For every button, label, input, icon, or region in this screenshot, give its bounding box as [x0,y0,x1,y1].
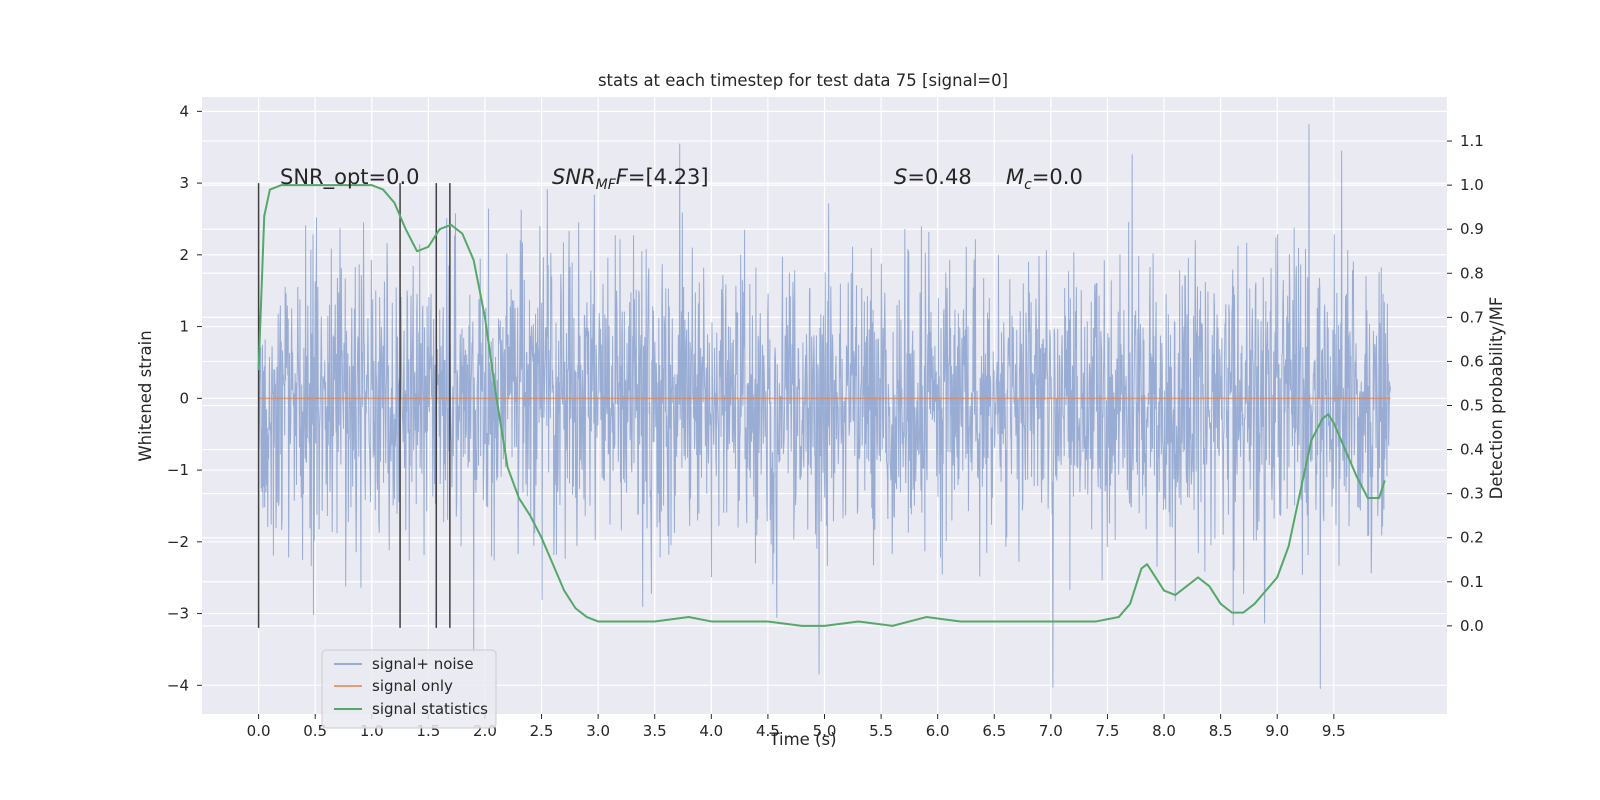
x-tick-label: 4.5 [756,722,780,740]
annotation-mc: Mc=0.0 [1006,165,1083,193]
x-axis-ticks: 0.0 0.5 1.0 1.5 2.0 2.5 3.0 3.5 4.0 4.5 5.0 5.5 6.0 6… [247,714,1346,740]
x-tick-label: 2.5 [530,722,554,740]
y2-tick-label: 0.3 [1460,485,1484,503]
x-tick-label: 0.0 [247,722,271,740]
annotation-mc-subscript: c [1024,177,1032,193]
x-tick-label: 6.5 [982,722,1006,740]
series-signal-statistics [257,184,1386,627]
y-tick-label: −3 [167,605,189,623]
y-tick-label: −1 [167,461,189,479]
y2-tick-label: 0.2 [1460,529,1484,547]
y2-tick-label: 0.1 [1460,573,1484,591]
annotation-s-value: =0.48 [907,165,971,189]
y2-axis-ticks: 0.0 0.1 0.2 0.3 0.4 0.5 0.6 0.7 0.8 0.9 1.0 1.1 [1447,132,1484,635]
annotation-s-symbol: S [894,165,907,189]
x-tick-label: 5.5 [869,722,893,740]
annotation-mc-symbol: M [1006,165,1024,189]
annotation-snr-mf-f: F [616,165,629,189]
legend: signal+ noise signal only signal statist… [321,649,497,729]
x-tick-label: 3.5 [643,722,667,740]
x-axis-label: Time (s) [768,730,836,749]
x-tick-label: 6.0 [926,722,950,740]
legend-label-signal-noise: signal+ noise [372,655,474,673]
y-tick-label: 4 [179,102,189,120]
y-tick-label: 0 [179,389,189,407]
x-tick-label: 8.0 [1152,722,1176,740]
annotation-snr-mf: SNRMFF=[4.23] [552,165,709,193]
y-axis-label: Whitened strain [136,330,155,461]
annotation-mc-value: =0.0 [1032,165,1083,189]
signal-noise-trace [258,124,1391,689]
annotation-snr-mf-value: =[4.23] [628,165,709,189]
legend-label-signal-only: signal only [372,677,453,695]
series-signal-noise [258,124,1391,689]
annotation-s: S=0.48 [894,165,972,189]
x-tick-label: 4.0 [699,722,723,740]
vertical-markers [257,183,451,628]
y2-tick-label: 0.6 [1460,352,1484,370]
x-tick-label: 5.0 [813,722,837,740]
y2-tick-label: 0.5 [1460,397,1484,415]
y-tick-label: 3 [179,174,189,192]
y2-tick-label: 0.4 [1460,441,1484,459]
annotation-snr-opt: SNR_opt=0.0 [280,165,420,190]
y2-axis-label: Detection probability/MF [1487,297,1506,500]
x-tick-label: 7.0 [1039,722,1063,740]
x-tick-label: 0.5 [303,722,327,740]
y2-tick-label: 0.0 [1460,617,1484,635]
y2-tick-label: 1.0 [1460,176,1484,194]
x-tick-label: 9.0 [1265,722,1289,740]
y-tick-label: −2 [167,533,189,551]
x-tick-label: 3.0 [586,722,610,740]
legend-label-signal-statistics: signal statistics [372,700,488,718]
y2-tick-label: 0.9 [1460,220,1484,238]
x-tick-label: 7.5 [1096,722,1120,740]
annotation-snr-mf-symbol: SNR [552,165,596,189]
y2-tick-label: 0.7 [1460,308,1484,326]
y2-tick-label: 1.1 [1460,132,1484,150]
y2-tick-label: 0.8 [1460,264,1484,282]
y-tick-label: 2 [179,246,189,264]
legend-box [321,649,497,729]
y-tick-label: 1 [179,318,189,336]
y-tick-label: −4 [167,676,189,694]
y-axis-ticks: −4 −3 −2 −1 0 1 2 3 4 [167,102,202,694]
chart-title: stats at each timestep for test data 75 … [598,71,1008,90]
x-tick-label: 9.5 [1322,722,1346,740]
x-tick-label: 8.5 [1209,722,1233,740]
annotation-snr-mf-subscript: MF [596,177,617,193]
